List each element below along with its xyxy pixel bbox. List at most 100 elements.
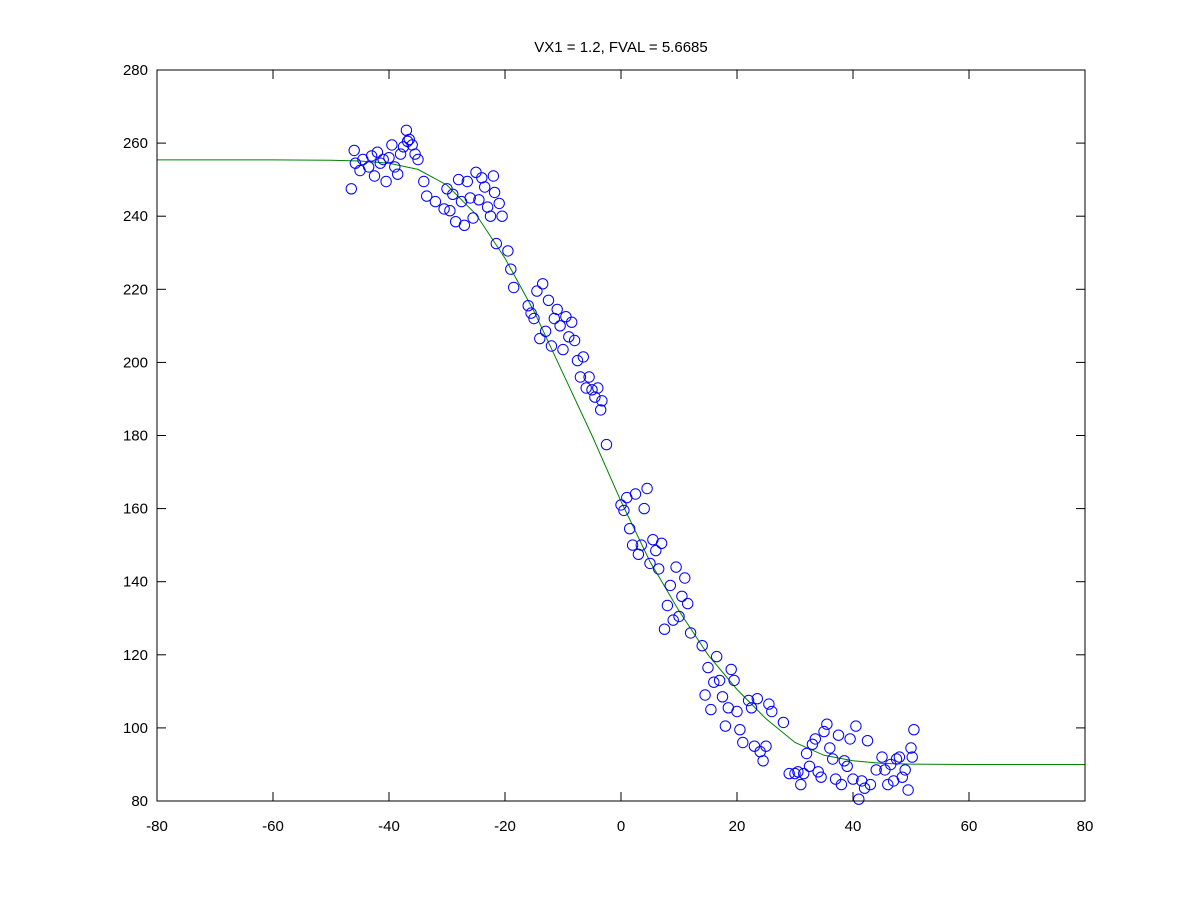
data-point [664,579,676,592]
data-point [893,751,906,763]
data-point [795,778,807,791]
data-point [539,325,552,337]
data-point [792,766,804,778]
data-point [734,724,746,736]
data-point [757,755,769,767]
data-point [713,674,726,687]
data-point [751,693,763,705]
x-tick-label: 60 [961,818,978,835]
y-tick-label: 180 [123,428,148,445]
y-tick-label: 160 [123,501,148,518]
data-point [684,627,697,639]
data-point [389,161,401,173]
data-point [595,404,607,416]
data-point [522,300,534,312]
data-point [899,764,911,776]
data-point [418,175,430,188]
data-point [670,561,682,573]
data-point [716,691,729,703]
data-point [600,438,613,451]
data-point [641,482,653,495]
data-point [377,153,389,166]
data-point [348,144,360,157]
data-point [653,563,665,575]
data-point [673,610,685,623]
data-point [711,650,723,663]
data-point [493,197,505,210]
data-point [487,170,500,182]
data-point [505,263,517,275]
y-tick-label: 200 [123,354,148,371]
x-tick-label: -40 [378,818,400,835]
data-point [626,539,639,551]
data-point [566,316,578,328]
data-point [412,153,424,166]
data-point [789,767,801,780]
data-point [821,718,833,730]
data-point [429,195,442,208]
data-point [421,190,433,202]
data-point [864,778,877,791]
data-point [902,784,914,796]
data-point [766,705,778,718]
data-point [824,742,836,754]
x-tick-label: -20 [494,818,516,835]
data-point [708,676,720,688]
data-point [534,332,546,345]
data-point [650,544,662,557]
data-point [461,175,473,188]
data-point [618,504,630,517]
data-point [345,183,357,195]
x-tick-label: 40 [845,818,862,835]
data-point [502,245,514,257]
y-tick-label: 100 [123,720,148,737]
data-point [577,351,589,363]
data-point [394,148,407,160]
data-point [464,192,476,204]
data-point [551,303,563,316]
y-tick-label: 140 [123,574,148,591]
data-point [525,307,537,319]
data-point [371,146,384,158]
data-point [815,771,827,783]
data-point [827,753,839,765]
data-point [705,703,717,716]
data-point [363,161,375,173]
data-point [745,702,758,714]
data-point [563,331,575,343]
data-point [853,793,865,805]
data-point [832,729,845,741]
data-point [545,340,558,352]
data-point [731,705,743,718]
data-point [624,523,636,535]
y-tick-label: 260 [123,135,148,152]
data-point [508,281,520,294]
data-point [586,384,598,396]
data-point [574,371,587,383]
x-tick-label: -80 [146,818,168,835]
data-point [682,597,694,610]
data-point [554,320,566,332]
data-point [835,778,848,791]
data-point [679,572,691,584]
data-point [908,724,920,736]
data-point [458,219,471,232]
data-point [906,751,918,763]
data-point [742,694,755,707]
data-points-layer [345,124,920,805]
data-point [861,735,874,747]
data-point [542,294,555,306]
data-point [596,395,608,407]
data-point [568,334,581,347]
data-point [803,760,816,772]
data-point [728,674,740,687]
data-point [615,499,627,511]
data-point [557,343,569,356]
data-point [447,188,459,201]
data-point [592,382,604,394]
data-point [444,205,456,217]
x-tick-label: -60 [262,818,284,835]
data-point [496,210,508,222]
data-point [798,767,810,780]
